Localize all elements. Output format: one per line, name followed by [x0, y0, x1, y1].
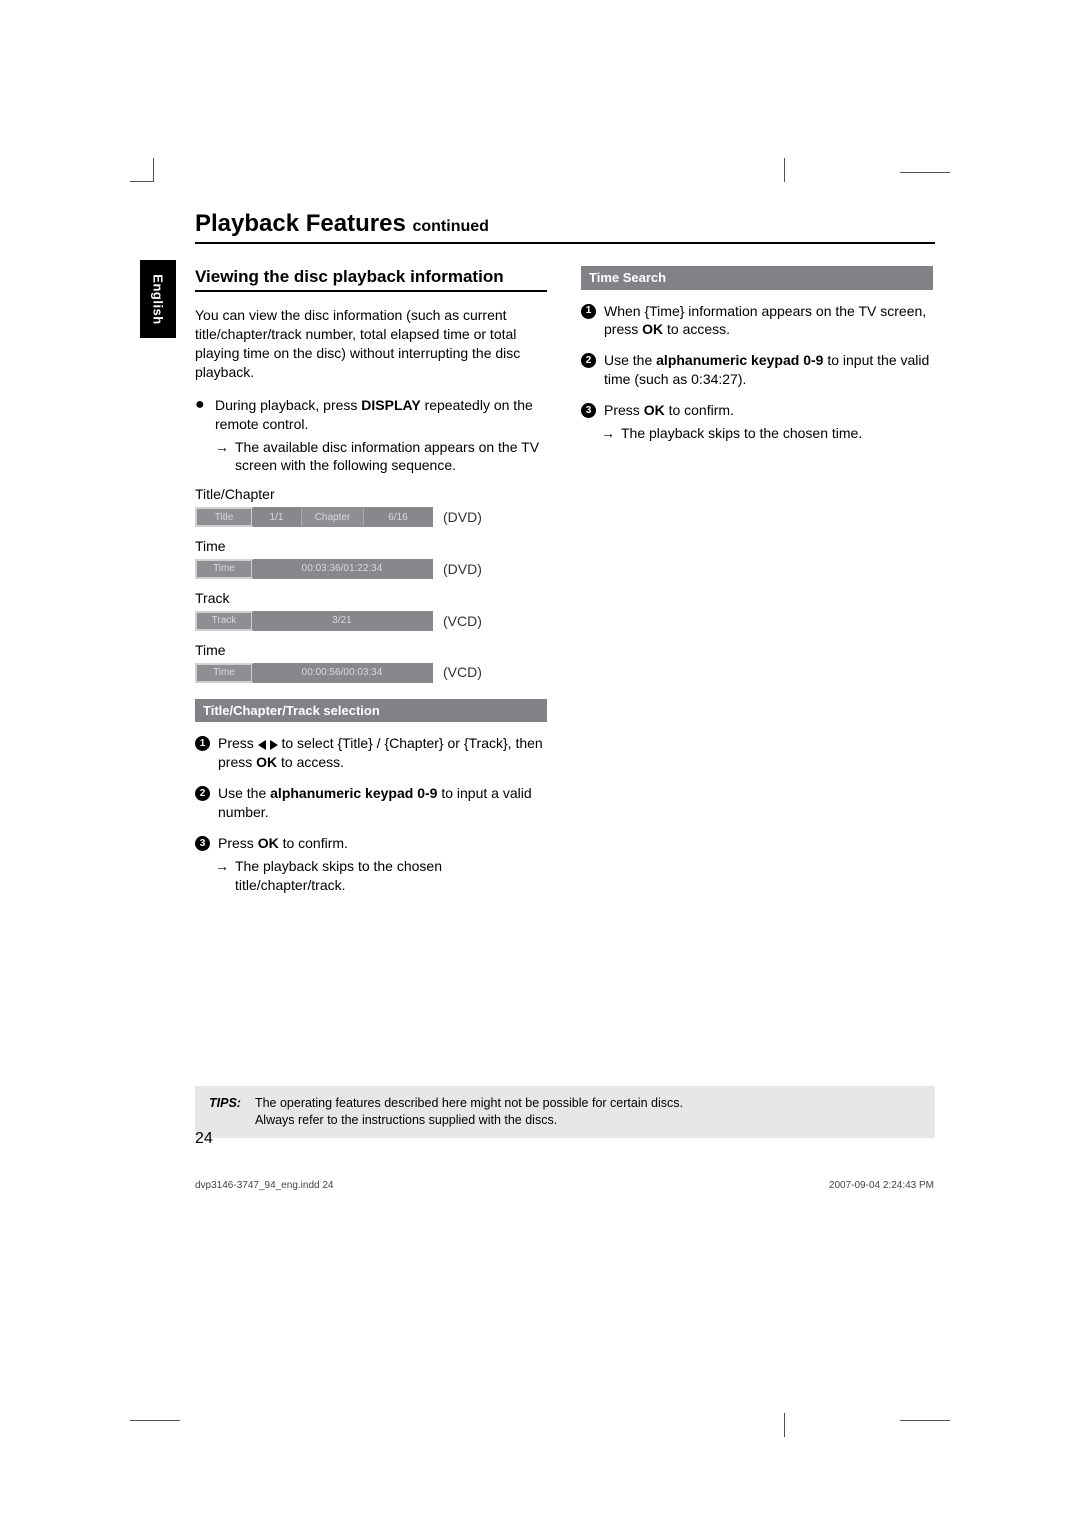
osd-label: Time [195, 537, 547, 556]
intro-paragraph: You can view the disc information (such … [195, 306, 547, 382]
osd-title-chapter: Title/Chapter Title 1/1 Chapter 6/16 (DV… [195, 485, 547, 527]
step-text: When {Time} information appears on the T… [604, 302, 933, 340]
step-text: Press to select {Title} / {Chapter} or {… [218, 734, 547, 772]
step-number-icon: 2 [195, 786, 210, 801]
osd-label: Time [195, 641, 547, 660]
step-number-icon: 2 [581, 353, 596, 368]
bullet-icon: ● [195, 396, 207, 434]
step-number-icon: 1 [195, 736, 210, 751]
step-text: Press OK to confirm. [604, 401, 734, 420]
osd-label: Title/Chapter [195, 485, 547, 504]
osd-type: (VCD) [443, 612, 482, 631]
step-number-icon: 3 [195, 836, 210, 851]
selection-step-2: 2 Use the alphanumeric keypad 0-9 to inp… [195, 784, 547, 822]
step-text: Use the alphanumeric keypad 0-9 to input… [604, 351, 933, 389]
footer-file-info: dvp3146-3747_94_eng.indd 24 [195, 1180, 333, 1191]
selection-step-1: 1 Press to select {Title} / {Chapter} or… [195, 734, 547, 772]
osd-bar: Time 00:00:56/00:03:34 [195, 663, 433, 683]
tips-label: TIPS: [209, 1095, 241, 1129]
page-title: Playback Features continued [195, 210, 935, 244]
step-text: Use the alphanumeric keypad 0-9 to input… [218, 784, 547, 822]
footer-timestamp: 2007-09-04 2:24:43 PM [829, 1180, 934, 1191]
subhead-selection: Title/Chapter/Track selection [195, 699, 547, 723]
selection-step-3: 3 Press OK to confirm. [195, 834, 547, 853]
osd-time-vcd: Time Time 00:00:56/00:03:34 (VCD) [195, 641, 547, 683]
time-step-1: 1 When {Time} information appears on the… [581, 302, 933, 340]
time-step-2: 2 Use the alphanumeric keypad 0-9 to inp… [581, 351, 933, 389]
display-step-text: During playback, press DISPLAY repeatedl… [215, 396, 547, 434]
osd-type: (VCD) [443, 663, 482, 682]
osd-type: (DVD) [443, 508, 482, 527]
right-arrow-icon [270, 740, 278, 750]
osd-time-dvd: Time Time 00:03:36/01:22:34 (DVD) [195, 537, 547, 579]
subhead-time-search: Time Search [581, 266, 933, 290]
time-step-3: 3 Press OK to confirm. [581, 401, 933, 420]
title-sub: continued [412, 218, 488, 235]
display-step-result: → The available disc information appears… [215, 438, 547, 476]
osd-bar: Title 1/1 Chapter 6/16 [195, 507, 433, 527]
arrow-icon: → [215, 438, 229, 476]
language-tab: English [140, 260, 176, 338]
title-main: Playback Features [195, 210, 406, 237]
left-arrow-icon [258, 740, 266, 750]
osd-label: Track [195, 589, 547, 608]
tips-text: The operating features described here mi… [255, 1095, 683, 1129]
arrow-icon: → [601, 424, 615, 443]
step-number-icon: 3 [581, 403, 596, 418]
time-step-3-result: → The playback skips to the chosen time. [601, 424, 933, 443]
selection-step-3-result: → The playback skips to the chosen title… [215, 857, 547, 895]
page-number: 24 [195, 1130, 213, 1148]
step-text: Press OK to confirm. [218, 834, 348, 853]
left-column: Viewing the disc playback information Yo… [195, 266, 547, 905]
osd-track: Track Track 3/21 (VCD) [195, 589, 547, 631]
tips-box: TIPS: The operating features described h… [195, 1086, 935, 1138]
language-tab-label: English [151, 274, 166, 324]
page-content: English Playback Features continued View… [195, 210, 935, 905]
right-column: Time Search 1 When {Time} information ap… [581, 266, 933, 905]
osd-bar: Track 3/21 [195, 611, 433, 631]
section-heading: Viewing the disc playback information [195, 266, 547, 292]
step-number-icon: 1 [581, 304, 596, 319]
osd-bar: Time 00:03:36/01:22:34 [195, 559, 433, 579]
arrow-icon: → [215, 857, 229, 895]
display-step: ● During playback, press DISPLAY repeate… [195, 396, 547, 434]
osd-type: (DVD) [443, 560, 482, 579]
